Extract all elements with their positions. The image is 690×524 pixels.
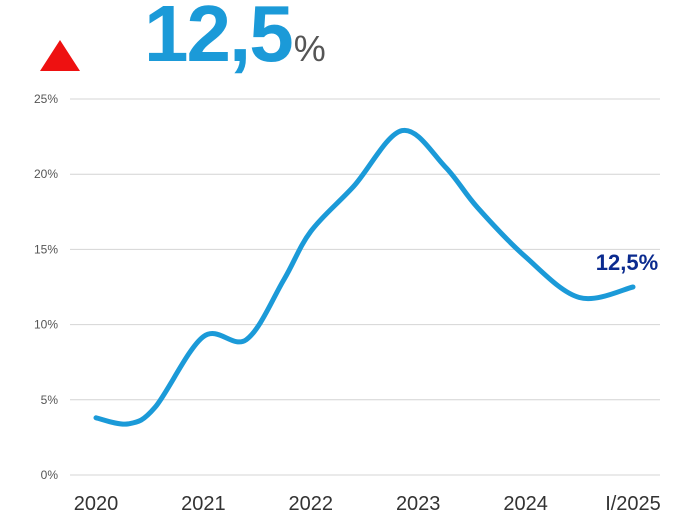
x-tick-label: 2021 — [181, 493, 226, 515]
x-tick-label: I/2025 — [605, 493, 661, 515]
x-tick-label: 2020 — [74, 493, 119, 515]
y-tick-label: 20% — [34, 167, 58, 181]
end-value-label: 12,5% — [596, 250, 658, 275]
series-line — [93, 128, 636, 427]
kpi-number: 12,5 — [144, 0, 294, 78]
y-tick-label: 5% — [41, 393, 59, 407]
x-tick-label: 2023 — [396, 493, 441, 515]
y-tick-label: 25% — [34, 92, 58, 106]
y-tick-label: 10% — [34, 318, 58, 332]
x-tick-label: 2022 — [289, 493, 334, 515]
y-tick-label: 15% — [34, 242, 58, 256]
y-tick-label: 0% — [41, 468, 59, 482]
kpi-header: 12,5% — [0, 0, 690, 95]
kpi-value: 12,5% — [144, 0, 326, 74]
up-triangle-icon — [40, 40, 80, 71]
kpi-unit: % — [293, 28, 326, 69]
x-tick-label: 2024 — [503, 493, 548, 515]
